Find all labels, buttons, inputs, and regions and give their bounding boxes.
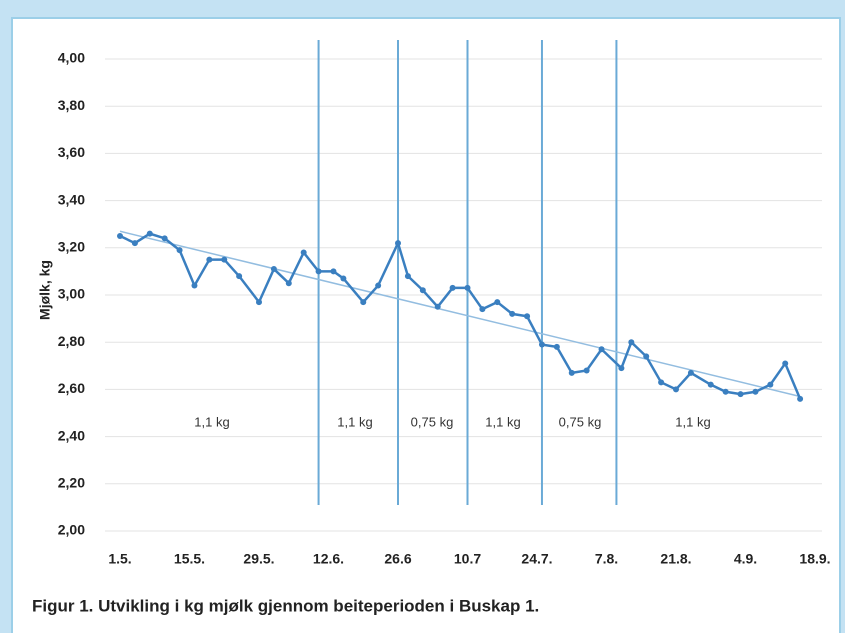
y-tick-label: 2,20	[58, 475, 85, 491]
data-point	[658, 379, 664, 385]
data-point	[395, 240, 401, 246]
y-tick-label: 2,60	[58, 380, 85, 396]
caption: Figur 1. Utvikling i kg mjølk gjennom be…	[32, 596, 539, 615]
data-point	[465, 285, 471, 291]
data-point	[316, 268, 322, 274]
x-tick-label: 4.9.	[734, 551, 757, 567]
y-tick-label: 4,00	[58, 50, 85, 66]
x-tick-label: 18.9.	[799, 551, 830, 567]
y-tick-label: 3,00	[58, 286, 85, 302]
data-point	[524, 313, 530, 319]
data-point	[330, 268, 336, 274]
period-label: 1,1 kg	[485, 414, 520, 429]
data-point	[375, 283, 381, 289]
data-point	[723, 389, 729, 395]
data-point	[752, 389, 758, 395]
data-point	[688, 370, 694, 376]
data-point	[206, 257, 212, 263]
data-point	[554, 344, 560, 350]
x-tick-label: 12.6.	[313, 551, 344, 567]
period-label: 1,1 kg	[194, 414, 229, 429]
data-point	[132, 240, 138, 246]
data-point	[177, 247, 183, 253]
data-point	[271, 266, 277, 272]
period-label: 1,1 kg	[675, 414, 710, 429]
period-label: 0,75 kg	[411, 414, 454, 429]
x-tick-label: 29.5.	[243, 551, 274, 567]
y-axis-label: Mjølk, kg	[37, 260, 53, 320]
x-tick-label: 7.8.	[595, 551, 618, 567]
data-point	[782, 360, 788, 366]
y-tick-label: 3,20	[58, 239, 85, 255]
x-tick-label: 15.5.	[174, 551, 205, 567]
data-point	[360, 299, 366, 305]
data-point	[767, 382, 773, 388]
x-tick-label: 10.7	[454, 551, 481, 567]
y-tick-label: 3,80	[58, 97, 85, 113]
data-point	[618, 365, 624, 371]
data-point	[191, 283, 197, 289]
page: {"chart_data": {"type": "line", "y_label…	[0, 0, 845, 633]
period-label: 0,75 kg	[559, 414, 602, 429]
data-point	[301, 250, 307, 256]
data-point	[673, 386, 679, 392]
data-point	[162, 235, 168, 241]
period-label: 1,1 kg	[337, 414, 372, 429]
data-point	[340, 275, 346, 281]
y-tick-label: 3,60	[58, 144, 85, 160]
x-tick-label: 21.8.	[660, 551, 691, 567]
x-tick-label: 24.7.	[521, 551, 552, 567]
data-point	[256, 299, 262, 305]
data-point	[236, 273, 242, 279]
y-tick-label: 2,80	[58, 333, 85, 349]
data-point	[420, 287, 426, 293]
data-point	[584, 368, 590, 374]
data-point	[569, 370, 575, 376]
y-tick-label: 2,40	[58, 427, 85, 443]
y-tick-label: 3,40	[58, 191, 85, 207]
data-point	[479, 306, 485, 312]
x-tick-label: 1.5.	[108, 551, 131, 567]
data-point	[643, 353, 649, 359]
y-tick-label: 2,00	[58, 522, 85, 538]
data-point	[509, 311, 515, 317]
data-point	[435, 304, 441, 310]
data-point	[147, 231, 153, 237]
data-point	[450, 285, 456, 291]
data-point	[494, 299, 500, 305]
data-point	[628, 339, 634, 345]
data-point	[117, 233, 123, 239]
data-point	[286, 280, 292, 286]
data-point	[539, 342, 545, 348]
data-point	[708, 382, 714, 388]
data-point	[797, 396, 803, 402]
panel	[12, 18, 840, 633]
data-point	[599, 346, 605, 352]
chart: Mjølk, kg Figur 1. Utvikling i kg mjølk …	[0, 0, 845, 633]
data-point	[221, 257, 227, 263]
x-tick-label: 26.6	[384, 551, 411, 567]
data-point	[405, 273, 411, 279]
data-point	[738, 391, 744, 397]
